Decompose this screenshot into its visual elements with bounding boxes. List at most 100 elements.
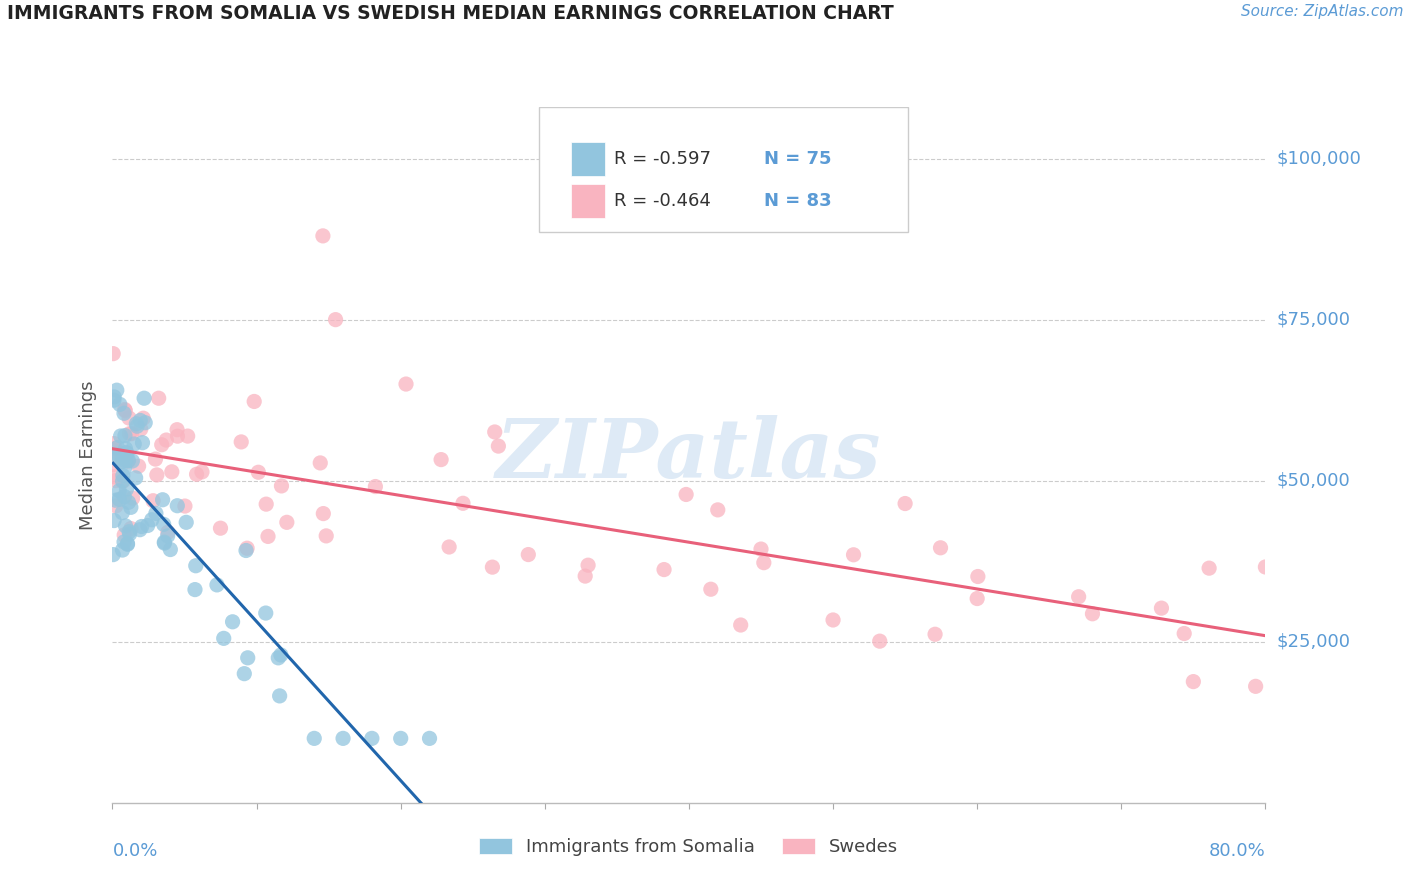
Point (451, 496, 474, 510)
Point (924, 627, 946, 641)
Point (121, 426, 143, 441)
Point (675, 487, 697, 501)
Point (236, 541, 259, 556)
Point (205, 578, 228, 592)
Text: IMMIGRANTS FROM SOMALIA VS SWEDISH MEDIAN EARNINGS CORRELATION CHART: IMMIGRANTS FROM SOMALIA VS SWEDISH MEDIA… (7, 4, 894, 23)
Point (117, 495, 139, 509)
Point (389, 731, 412, 746)
Point (752, 556, 775, 570)
Point (233, 666, 256, 681)
Point (236, 650, 259, 665)
Point (104, 442, 127, 456)
Point (134, 416, 156, 430)
Point (114, 442, 136, 456)
Point (134, 391, 156, 405)
Point (110, 429, 132, 443)
Point (166, 429, 188, 443)
Point (150, 438, 173, 452)
Point (364, 479, 387, 493)
Point (103, 514, 125, 528)
Point (124, 471, 146, 485)
Point (309, 456, 332, 470)
Point (360, 731, 382, 746)
Point (107, 451, 129, 466)
Point (576, 558, 599, 573)
Text: 80.0%: 80.0% (1209, 842, 1265, 860)
Point (749, 542, 772, 557)
Point (115, 446, 138, 460)
Point (152, 492, 174, 507)
Point (125, 419, 148, 434)
Point (146, 467, 169, 482)
Point (155, 433, 177, 447)
Point (174, 499, 197, 513)
Point (131, 519, 153, 533)
Point (111, 506, 134, 520)
Point (304, 731, 326, 746)
Point (103, 393, 125, 408)
Point (118, 411, 141, 425)
Point (148, 391, 170, 405)
Point (131, 435, 153, 450)
FancyBboxPatch shape (571, 142, 605, 177)
Point (125, 417, 148, 431)
Point (176, 429, 198, 443)
Point (1182, 674, 1205, 689)
Point (700, 582, 723, 597)
Point (152, 517, 174, 532)
Point (111, 468, 134, 483)
Point (156, 525, 179, 540)
Point (103, 548, 125, 562)
Point (107, 441, 129, 455)
Point (159, 542, 181, 557)
Point (142, 493, 165, 508)
Point (117, 536, 139, 550)
Point (112, 490, 135, 504)
Text: N = 75: N = 75 (763, 150, 831, 169)
Point (120, 522, 142, 536)
Point (129, 523, 152, 537)
Point (103, 443, 125, 458)
Point (112, 406, 135, 420)
Point (112, 528, 135, 542)
Point (153, 535, 176, 549)
Point (166, 499, 188, 513)
Text: N = 83: N = 83 (763, 192, 831, 210)
Point (276, 516, 298, 530)
FancyBboxPatch shape (571, 184, 605, 218)
Point (486, 439, 509, 453)
Text: Source: ZipAtlas.com: Source: ZipAtlas.com (1240, 4, 1403, 20)
Point (114, 454, 136, 468)
Point (869, 634, 891, 648)
Point (430, 452, 453, 467)
Point (332, 731, 354, 746)
Point (574, 569, 596, 583)
Point (1081, 607, 1104, 621)
Point (270, 648, 292, 662)
Point (120, 500, 142, 515)
Point (103, 458, 125, 472)
Text: $100,000: $100,000 (1277, 150, 1361, 168)
Text: $75,000: $75,000 (1277, 310, 1351, 328)
Point (128, 459, 150, 474)
Point (115, 482, 138, 496)
Point (1173, 626, 1195, 640)
Point (111, 543, 134, 558)
Point (481, 560, 503, 574)
Point (312, 507, 335, 521)
Point (315, 529, 337, 543)
Point (221, 615, 243, 629)
Point (929, 541, 952, 555)
Point (395, 377, 418, 392)
Point (114, 461, 136, 475)
Point (136, 518, 159, 533)
Point (270, 479, 292, 493)
Point (112, 474, 135, 488)
Point (118, 426, 141, 441)
Point (145, 506, 167, 520)
Point (103, 390, 125, 404)
Point (437, 540, 460, 554)
Point (114, 428, 136, 442)
Point (103, 469, 125, 483)
Point (484, 425, 506, 439)
